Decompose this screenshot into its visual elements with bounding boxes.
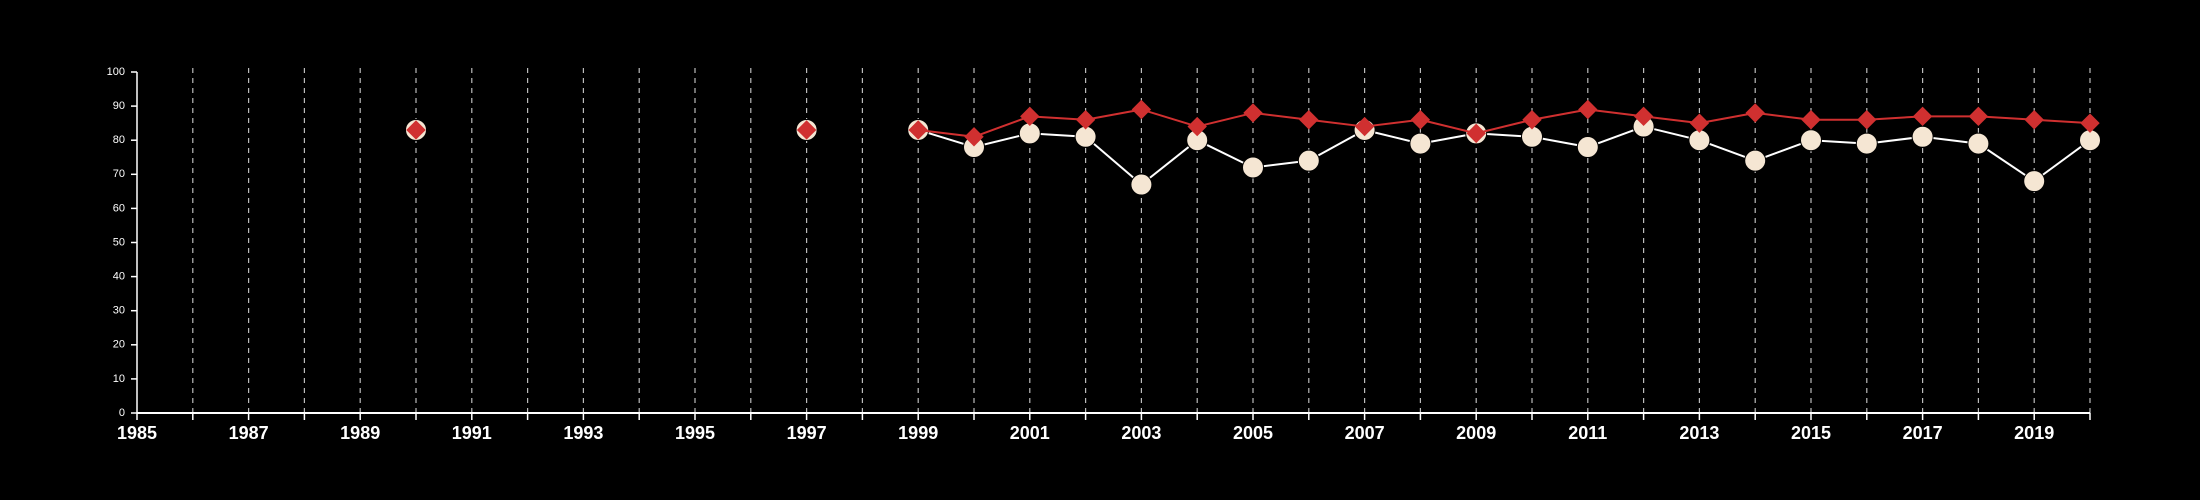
series-b-point <box>1801 110 1821 130</box>
series-b-point <box>1968 106 1989 127</box>
y-tick-label: 70 <box>113 168 125 180</box>
series-a-point <box>1242 156 1264 179</box>
series-a-point <box>1576 136 1599 159</box>
series-b-point <box>2024 110 2044 130</box>
series-b-point <box>1689 113 1710 133</box>
x-tick-label: 1987 <box>229 423 269 443</box>
series-a-segment <box>1977 142 2035 182</box>
x-tick-label: 2013 <box>1679 423 1719 443</box>
series-b-segment <box>1643 115 1700 125</box>
series-b-point <box>908 120 928 140</box>
series-b-segment <box>1866 115 1923 121</box>
series-b-segment <box>2034 118 2091 125</box>
series-b-point <box>1299 110 1319 130</box>
y-tick-label: 100 <box>107 66 125 78</box>
series-b-segment <box>1587 108 1644 118</box>
series-b-point <box>1410 110 1431 130</box>
x-tick-label: 1993 <box>563 423 603 443</box>
series-b-point <box>1522 110 1542 130</box>
x-tick-label: 2005 <box>1233 423 1273 443</box>
x-tick-label: 2003 <box>1121 423 1161 443</box>
series <box>405 99 2101 196</box>
series-b-point <box>1578 99 1598 120</box>
series-a-segment <box>1140 139 1198 186</box>
series-b-point <box>2080 113 2100 133</box>
series-a-point <box>2023 170 2046 193</box>
x-tick-label: 2007 <box>1345 423 1385 443</box>
y-tick-label: 90 <box>113 100 125 112</box>
x-tick-label: 1995 <box>675 423 715 443</box>
x-tick-label: 2017 <box>1903 423 1943 443</box>
series-b-segment <box>1308 118 1365 128</box>
series-a-segment <box>1084 136 1143 186</box>
series-b-segment <box>918 128 975 138</box>
series-b-segment <box>1755 111 1812 121</box>
series-b-segment <box>1141 108 1198 128</box>
x-tick-label: 1997 <box>787 423 827 443</box>
grid <box>192 68 2091 413</box>
y-tick-label: 60 <box>113 202 125 214</box>
series-b-segment <box>1978 115 2035 121</box>
x-tick-label: 1999 <box>898 423 938 443</box>
x-tick-label: 2009 <box>1456 423 1496 443</box>
series-a-point <box>1911 125 1934 148</box>
series-b-point <box>1745 103 1765 123</box>
series-a-point <box>1744 149 1767 172</box>
series-b-point <box>1075 110 1096 130</box>
series-b-point <box>1243 103 1263 123</box>
series-b-point <box>1187 116 1207 137</box>
series-b-point <box>1466 123 1486 144</box>
series-b-point <box>1857 110 1877 130</box>
series-a-point <box>1855 132 1878 155</box>
series-a-point <box>1409 132 1432 155</box>
x-tick-label: 2011 <box>1568 423 1607 443</box>
series-b-point <box>964 127 984 147</box>
y-tick-label: 10 <box>113 373 125 385</box>
series-b-point <box>1633 106 1654 127</box>
x-tick-label: 2001 <box>1010 423 1050 443</box>
y-tick-label: 80 <box>113 134 125 146</box>
series-b-segment <box>1475 118 1533 135</box>
series-b-point <box>796 120 817 140</box>
series-b-segment <box>1420 118 1477 135</box>
series-a-point <box>1967 132 1990 155</box>
x-tick-label: 2015 <box>1791 423 1831 443</box>
series-a-point <box>1800 129 1822 152</box>
x-tick-label: 1989 <box>340 423 380 443</box>
series-a-point <box>1297 149 1320 172</box>
series-b-segment <box>1252 111 1309 121</box>
series-b-segment <box>1196 111 1254 128</box>
series-a-segment <box>2033 139 2091 182</box>
series-b-segment <box>1531 108 1588 121</box>
y-tick-label: 40 <box>113 271 125 283</box>
x-tick-label: 1985 <box>117 423 157 443</box>
series-b-point <box>406 120 426 140</box>
series-b-segment <box>1699 111 1756 125</box>
series-b-segment <box>1029 115 1086 121</box>
series-b-segment <box>973 115 1031 138</box>
series-b-point <box>1354 116 1375 137</box>
x-tick-label: 2019 <box>2014 423 2054 443</box>
series-a-point <box>1130 173 1153 196</box>
y-tick-label: 50 <box>113 236 125 248</box>
y-tick-label: 0 <box>119 407 125 419</box>
x-tick-label: 1991 <box>452 423 492 443</box>
y-tick-label: 30 <box>113 305 125 317</box>
series-b-segment <box>1085 108 1142 121</box>
series-b-segment <box>1364 118 1421 128</box>
series-b-point <box>1131 99 1152 120</box>
series-b-point <box>1020 106 1040 127</box>
ticks: 0 10 20 30 40 50 60 70 80 90 100 1985 1987 1989 1991 19… <box>107 66 2091 443</box>
y-tick-label: 20 <box>113 339 125 351</box>
series-b-point <box>1912 106 1933 127</box>
